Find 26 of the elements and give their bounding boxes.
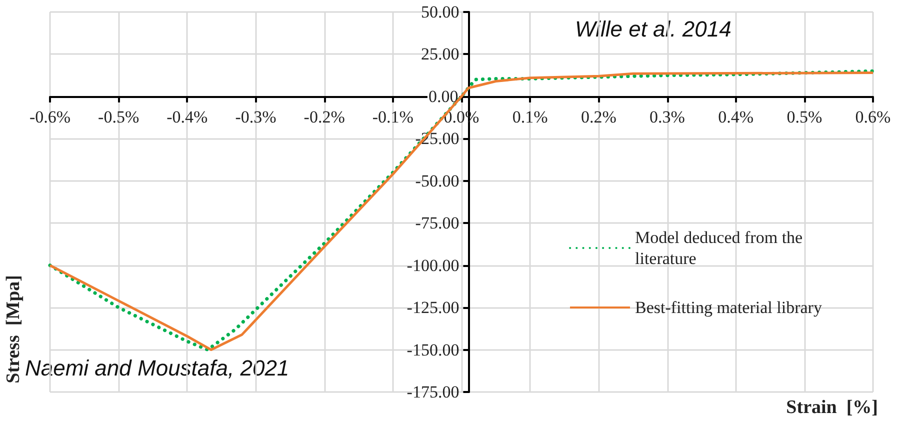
y-tick-label: -50.00 xyxy=(415,171,460,190)
x-tick-label: -0.6% xyxy=(29,107,71,126)
x-tick-label: 0.2% xyxy=(580,107,616,126)
annotation: Naemi and Moustafa, 2021 xyxy=(25,356,290,380)
legend-label: Best-fitting material library xyxy=(635,298,822,317)
x-tick-label: -0.4% xyxy=(166,107,208,126)
x-axis-title: Strain [%] xyxy=(786,397,878,418)
x-tick-label: -0.1% xyxy=(372,107,414,126)
y-tick-label: 0.00 xyxy=(428,86,458,106)
x-tick-label: -0.2% xyxy=(304,107,345,126)
y-tick-label: -75.00 xyxy=(415,214,460,233)
y-tick-label: -125.00 xyxy=(406,298,460,318)
x-tick-label: 0.6% xyxy=(855,107,891,126)
x-tick-label: 0.4% xyxy=(718,107,754,126)
x-tick-label: -0.5% xyxy=(98,107,140,126)
x-tick-label: 0.3% xyxy=(650,107,685,126)
x-tick-label: 0.5% xyxy=(786,107,822,126)
x-tick-label: -0.3% xyxy=(235,107,276,126)
x-tick-label: 0.1% xyxy=(512,107,548,126)
y-tick-label: 50.00 xyxy=(420,2,460,22)
y-tick-label: 25.00 xyxy=(420,44,460,64)
y-tick-label: -150.00 xyxy=(406,340,460,360)
y-axis-title: Stress [Mpa] xyxy=(3,275,24,384)
y-tick-label: -175.00 xyxy=(406,382,460,402)
legend-label: Model deduced from the literature xyxy=(635,228,807,268)
y-tick-label: -100.00 xyxy=(406,256,460,275)
